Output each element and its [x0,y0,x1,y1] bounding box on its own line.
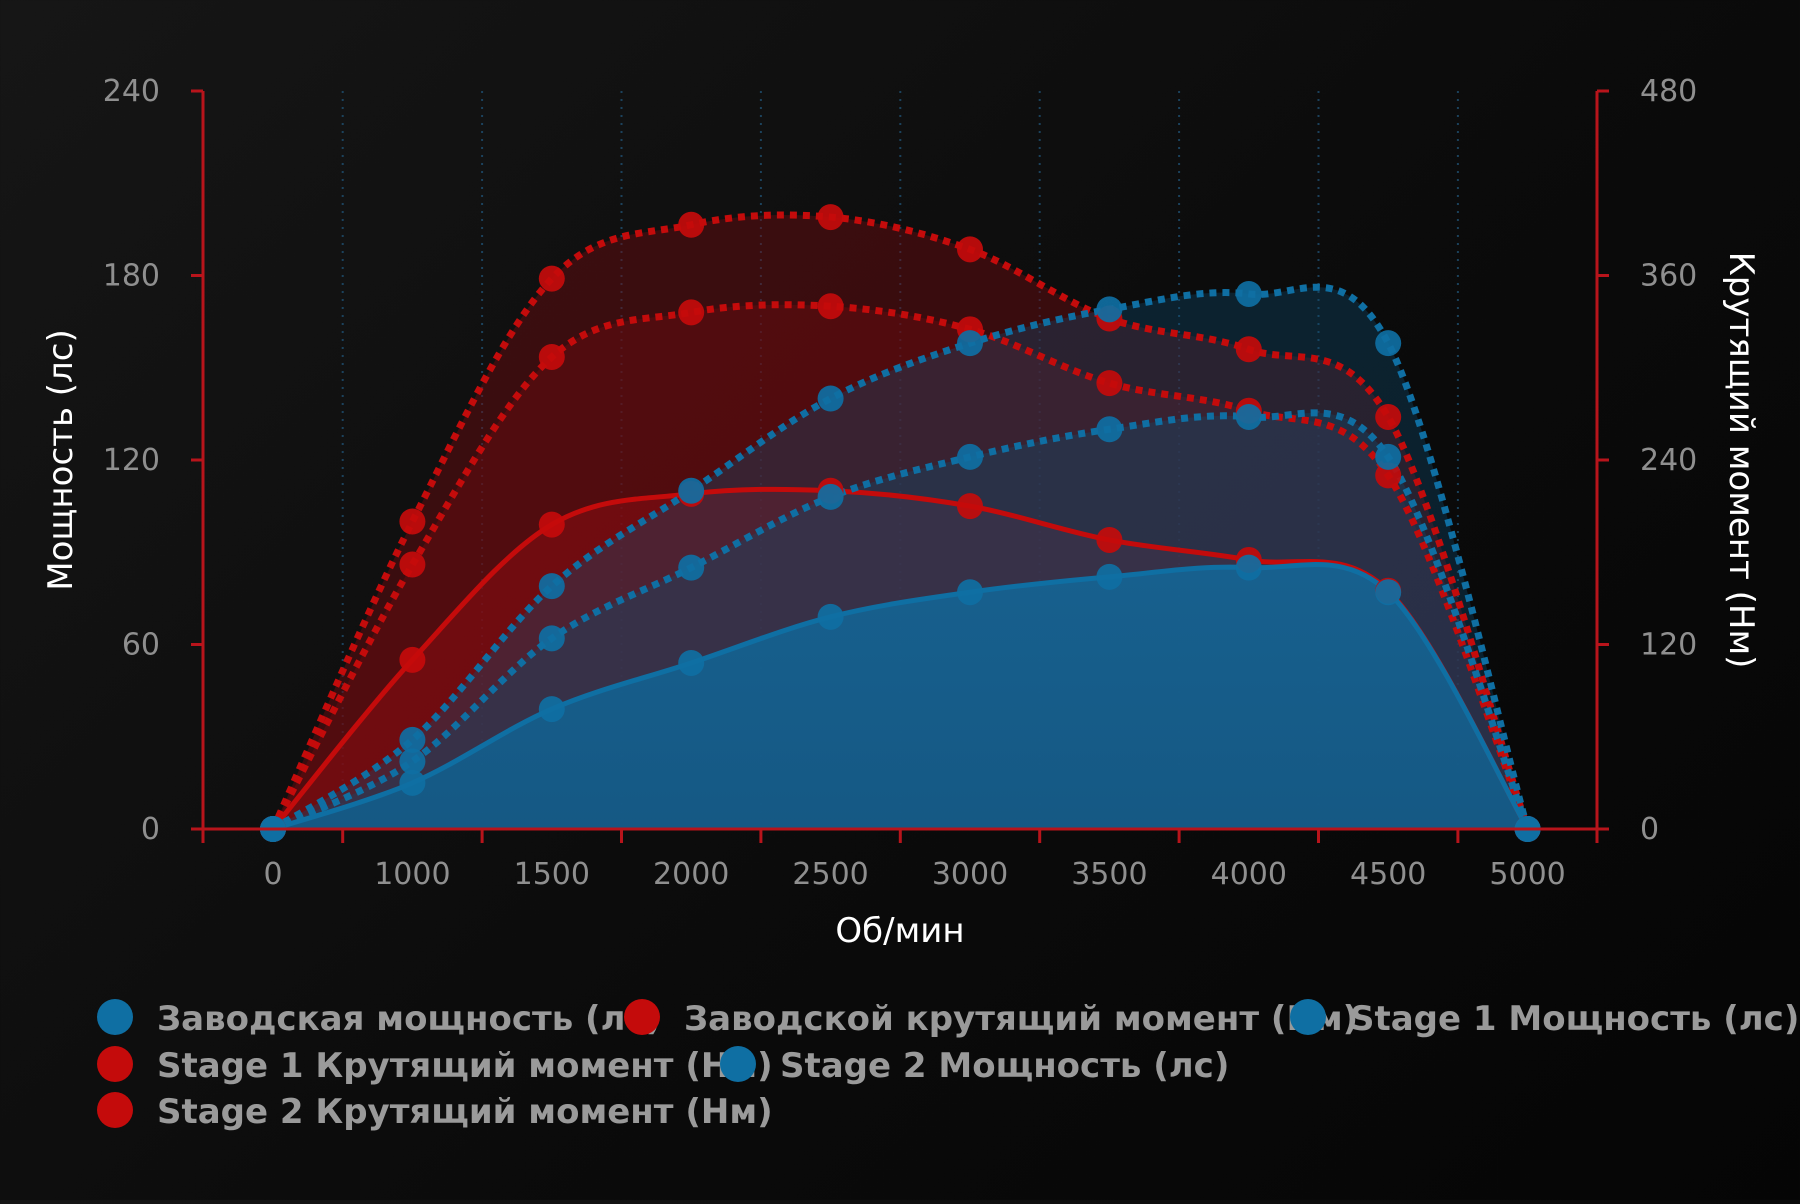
x-tick-label: 1500 [514,857,590,892]
left-tick-label: 60 [122,628,160,663]
data-point [1235,336,1262,363]
left-axis-title: Мощность (лс) [41,329,81,591]
data-point [399,726,426,753]
right-tick-label: 360 [1640,259,1697,294]
left-tick-label: 120 [103,443,160,478]
data-point [538,343,565,370]
data-point [817,483,844,510]
data-point [1096,563,1123,590]
data-point [817,385,844,412]
data-point [399,551,426,578]
right-tick-label: 0 [1640,812,1659,847]
data-point [678,211,705,238]
data-point [678,554,705,581]
data-point [1096,526,1123,553]
data-point [1235,280,1262,307]
data-point [538,573,565,600]
data-point [1375,579,1402,606]
data-point [817,603,844,630]
data-point [957,493,983,520]
data-point [1096,416,1123,443]
data-point [957,330,983,357]
data-point [399,646,426,673]
data-point [817,293,844,320]
data-point [538,265,565,292]
left-tick-label: 240 [103,74,160,109]
x-tick-label: 5000 [1489,857,1565,892]
legend-marker [624,999,660,1035]
data-point [678,649,705,676]
data-point [817,204,844,231]
data-point [1235,554,1262,581]
data-point [538,511,565,538]
left-tick-label: 0 [141,812,160,847]
data-point [399,769,426,796]
data-point [538,696,565,723]
series-line [271,283,1531,832]
right-tick-label: 240 [1640,443,1697,478]
x-tick-label: 2000 [653,857,729,892]
data-point [957,236,983,263]
x-tick-label: 3500 [1071,857,1147,892]
data-point [1375,462,1402,489]
legend-marker [720,1046,756,1082]
vertical-gridlines [341,91,1459,829]
x-tick-label: 4500 [1350,857,1426,892]
data-point [1375,403,1402,430]
data-point [1096,296,1123,323]
x-tick-label: 3000 [932,857,1008,892]
right-axis-title: Крутящий момент (Нм) [1721,252,1761,669]
right-tick-label: 120 [1640,628,1697,663]
legend: Заводская мощность (лс) Заводской крутящи… [97,999,1799,1132]
series-points [260,204,1541,842]
data-point [957,579,983,606]
data-point [678,299,705,326]
data-point [1235,403,1262,430]
data-point [678,477,705,504]
legend-label: Заводская мощность (лс) [157,999,661,1039]
series-area [273,564,1528,829]
data-point [1375,330,1402,357]
x-axis-title: Об/мин [835,911,964,951]
series-line [269,301,1531,831]
data-point [1375,443,1402,470]
legend-marker [97,1092,133,1128]
x-tick-label: 4000 [1211,857,1287,892]
legend-label: Stage 2 Мощность (лс) [780,1046,1229,1086]
legend-label: Stage 1 Мощность (лс) [1350,999,1799,1039]
data-point [1096,370,1123,397]
legend-label: Stage 1 Крутящий момент (Нм) [157,1046,773,1086]
left-tick-label: 180 [103,259,160,294]
legend-marker [97,1046,133,1082]
data-point [957,443,983,470]
x-tick-label: 1000 [374,857,450,892]
legend-marker [97,999,133,1035]
series-line [269,211,1531,831]
axes: 0 60 120 180 240 0 120 240 360 480 0 1000 1500 2000 25… [103,74,1698,892]
legend-label: Stage 2 Крутящий момент (Нм) [157,1092,773,1132]
legend-marker [1290,999,1326,1035]
x-tick-label: 0 [263,857,282,892]
data-point [399,508,426,535]
data-point [399,748,426,775]
right-tick-label: 480 [1640,74,1697,109]
series-line [272,562,1530,832]
x-tick-label: 2500 [792,857,868,892]
data-point [538,625,565,652]
series-areas [273,214,1528,830]
legend-label: Заводской крутящий момент (Нм) [684,999,1358,1039]
